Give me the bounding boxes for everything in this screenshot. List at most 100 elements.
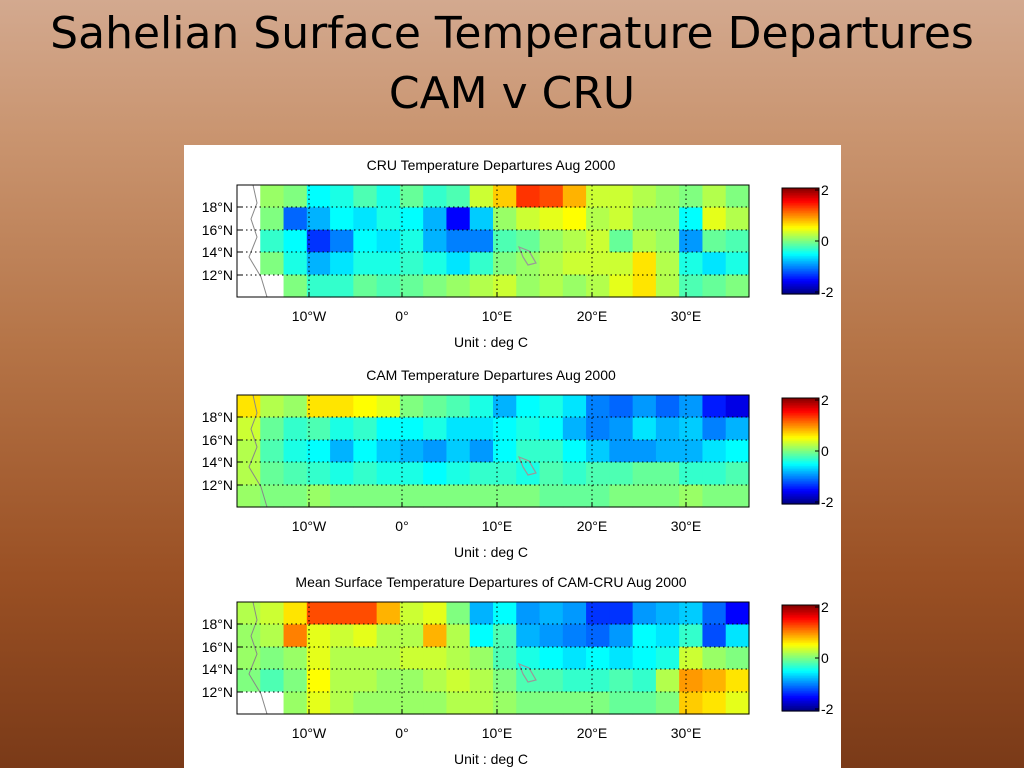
colorbar-segment (782, 706, 819, 709)
y-tick-label: 18°N (202, 199, 233, 215)
colorbar-segment (782, 402, 819, 406)
heatmap-cell (679, 252, 704, 276)
heatmap-cell (679, 602, 704, 625)
heatmap-cell (655, 395, 680, 418)
heatmap-cell (539, 439, 564, 463)
heatmap-cell (539, 602, 564, 625)
heatmap-cell (237, 484, 261, 508)
heatmap-cell (493, 229, 517, 253)
heatmap-cell (493, 646, 517, 670)
heatmap-cell (702, 602, 727, 625)
heatmap-cell (632, 207, 657, 231)
colorbar-segment (782, 226, 819, 229)
colorbar-segment (782, 489, 819, 492)
plot-frame (236, 184, 750, 298)
colorbar-segment (782, 209, 819, 212)
heatmap-cell (632, 252, 657, 276)
heatmap-figure: CRU Temperature Departures Aug 2000 18°N 1… (202, 157, 834, 767)
heatmap-cell (376, 439, 401, 463)
colorbar-segment (782, 467, 819, 470)
colorbar-segment (782, 608, 819, 611)
heatmap-cell (353, 252, 378, 276)
colorbar-segment (782, 475, 819, 479)
colorbar-segment (782, 480, 819, 484)
heatmap-cell (237, 252, 261, 276)
heatmap-cell (725, 484, 750, 508)
colorbar-segment (782, 227, 819, 231)
heatmap-cell (399, 602, 424, 625)
colorbar-tick-label: -2 (821, 284, 834, 300)
heatmap-cell (423, 462, 448, 486)
heatmap-cell (679, 646, 704, 670)
colorbar-segment (782, 472, 819, 475)
heatmap-cell (306, 691, 331, 715)
heatmap-cell (562, 395, 587, 418)
colorbar-segment (782, 199, 819, 202)
heatmap-cell (609, 439, 634, 463)
colorbar-segment (782, 442, 819, 445)
heatmap-cell (493, 417, 517, 441)
colorbar-segment (782, 247, 819, 250)
colorbar-segment (782, 254, 819, 257)
heatmap-cell (423, 207, 448, 231)
heatmap-cell (399, 185, 424, 208)
colorbar-segment (782, 285, 819, 288)
heatmap-cell (399, 624, 424, 648)
colorbar-segment (782, 432, 819, 436)
colorbar-segment (782, 616, 819, 619)
heatmap-cell (469, 646, 494, 670)
heatmap-cell (609, 462, 634, 486)
heatmap-cell (330, 462, 354, 486)
colorbar-segment (782, 234, 819, 237)
heatmap-cell (353, 462, 378, 486)
colorbar-segment (782, 449, 819, 452)
heatmap-cell (446, 185, 471, 208)
heatmap-cell (562, 624, 587, 648)
heatmap-cell (632, 602, 657, 625)
heatmap-cell (702, 624, 727, 648)
heatmap-cell (632, 395, 657, 418)
heatmap-cell (586, 395, 610, 418)
heatmap-cell (283, 439, 308, 463)
y-tick-label: 16°N (202, 432, 233, 448)
heatmap-cell (306, 669, 331, 693)
heatmap-cell (237, 602, 261, 625)
colorbar-segment (782, 412, 819, 416)
heatmap-cell (655, 624, 680, 648)
heatmap-cell (609, 646, 634, 670)
heatmap-cell (306, 484, 331, 508)
heatmap-cell (330, 484, 354, 508)
heatmap-cell (237, 646, 261, 670)
colorbar-segment (782, 431, 819, 434)
colorbar-segment (782, 699, 819, 702)
heatmap-cell (516, 185, 541, 208)
heatmap-cell (586, 417, 610, 441)
heatmap-cell (586, 602, 610, 625)
heatmap-cell (260, 624, 285, 648)
colorbar-segment (782, 474, 819, 477)
colorbar-segment (782, 455, 819, 459)
heatmap-cell (516, 274, 541, 298)
heatmap-cell (702, 669, 727, 693)
heatmap-cell (586, 185, 610, 208)
heatmap-cell (376, 691, 401, 715)
heatmap-cell (306, 229, 331, 253)
colorbar-segment (782, 644, 819, 648)
heatmap-cell (353, 274, 378, 298)
heatmap-cell (306, 395, 331, 418)
heatmap-cell (702, 646, 727, 670)
colorbar-segment (782, 692, 819, 696)
heatmap-cell (562, 602, 587, 625)
heatmap-cell (562, 484, 587, 508)
colorbar-segment (782, 222, 819, 226)
colorbar-segment (782, 619, 819, 623)
heatmap-cell (237, 439, 261, 463)
heatmap-cell (446, 691, 471, 715)
colorbar-segment (782, 605, 819, 608)
heatmap-cell (446, 624, 471, 648)
colorbar-segment (782, 656, 819, 659)
heatmap-cell (586, 646, 610, 670)
heatmap-cell (376, 462, 401, 486)
heatmap-cell (632, 439, 657, 463)
heatmap-cell (353, 602, 378, 625)
